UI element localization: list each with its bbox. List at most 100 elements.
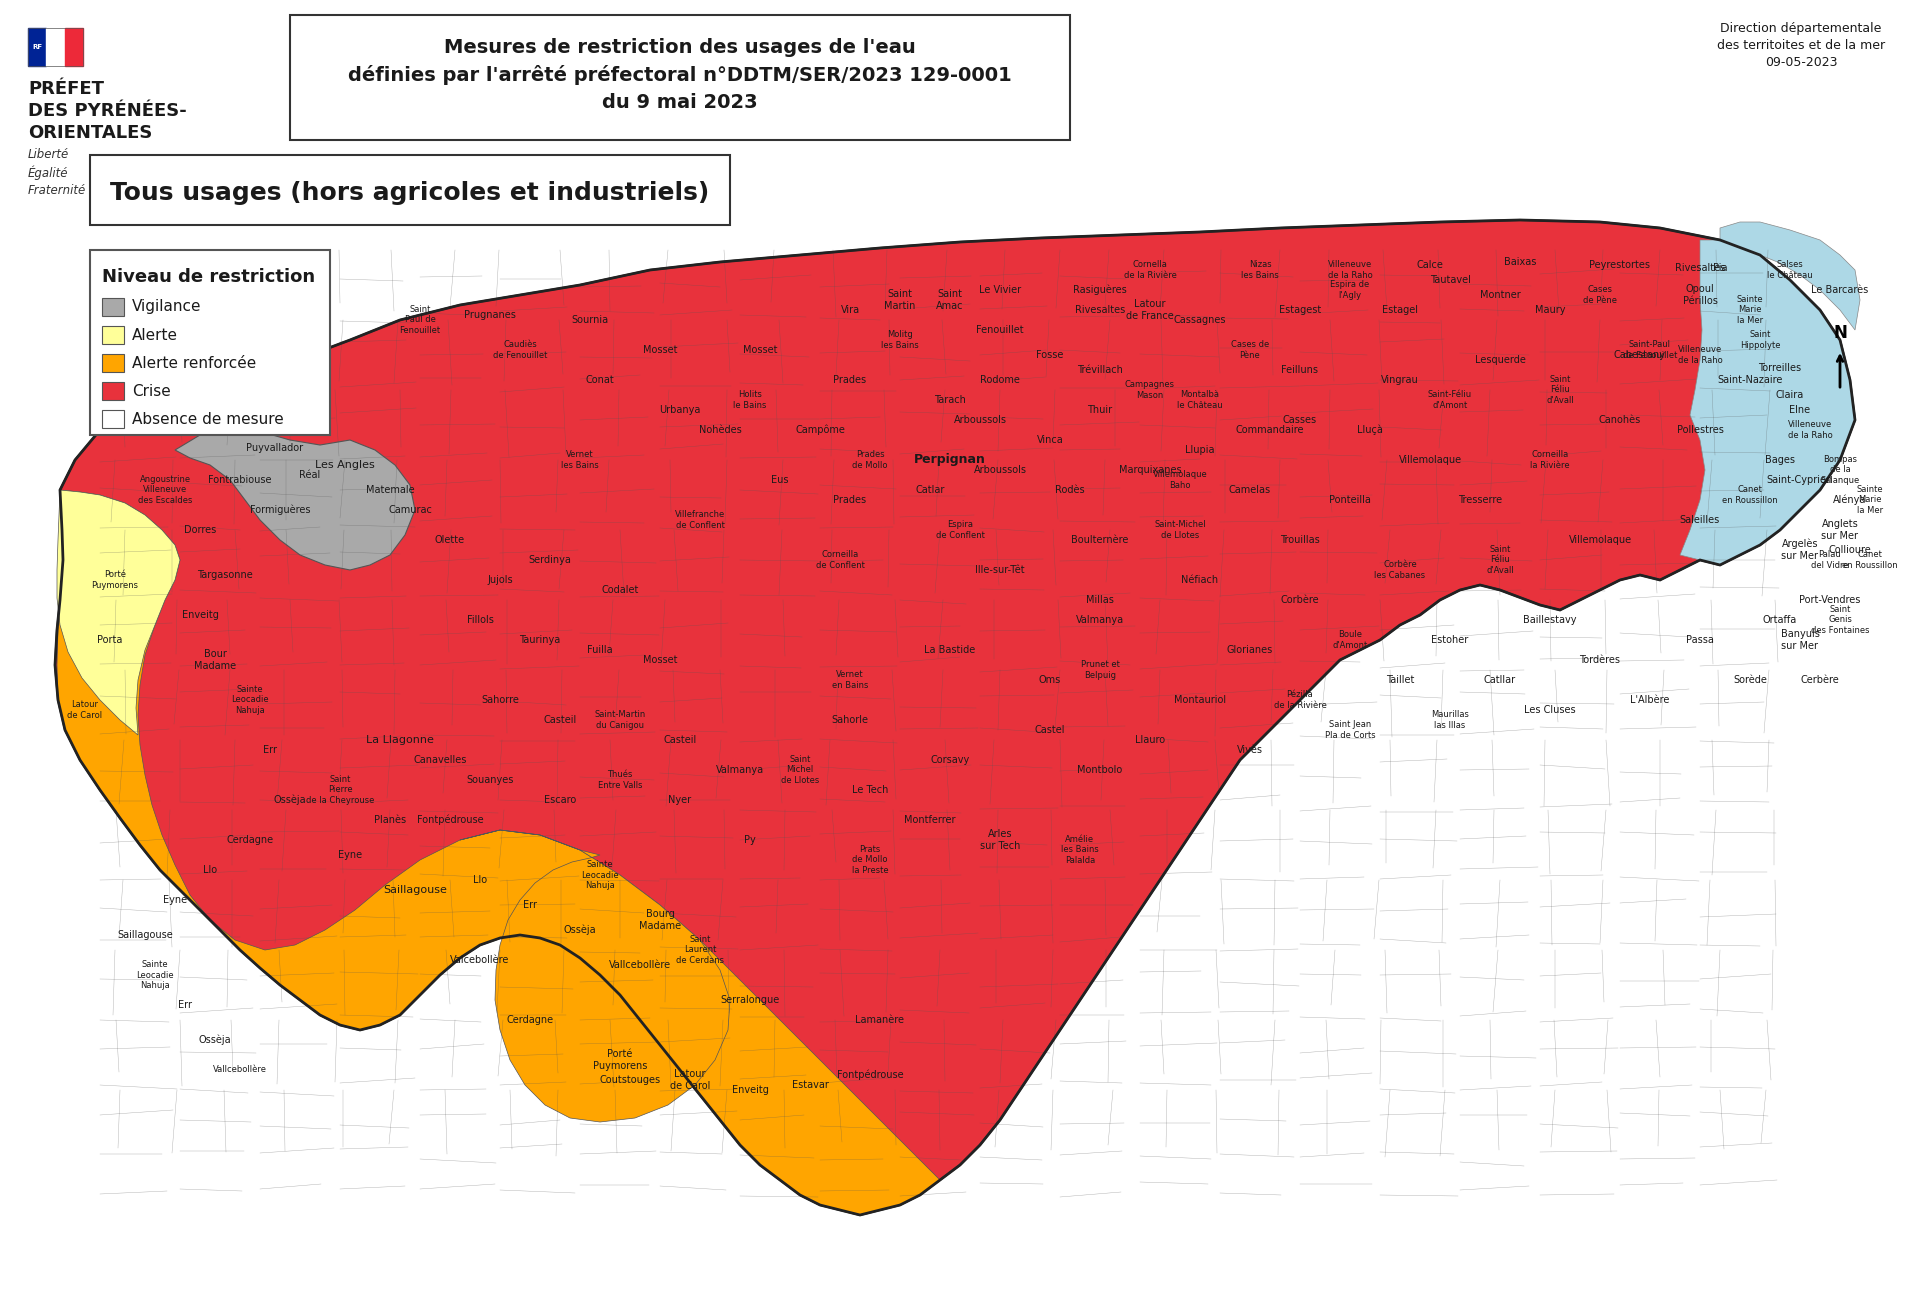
Text: Les Cluses: Les Cluses [1524,706,1575,715]
Text: Villeneuve
de la Raho: Villeneuve de la Raho [1327,261,1373,280]
Text: Saint
Féliu
d'Avall: Saint Féliu d'Avall [1486,546,1514,575]
Text: Porta: Porta [98,635,122,645]
Text: Nizas
les Bains: Nizas les Bains [1241,261,1279,280]
Text: Codalet: Codalet [600,584,639,595]
Text: Lamanère: Lamanère [855,1015,904,1026]
Text: Salses
le Château: Salses le Château [1767,261,1813,280]
Text: Olette: Olette [434,535,465,544]
Text: Saint
Amac: Saint Amac [937,289,964,311]
Text: Latour
de Carol: Latour de Carol [67,700,103,720]
Text: Rodome: Rodome [981,375,1019,384]
Text: Matemale: Matemale [365,485,415,495]
Bar [101,410,124,428]
Text: N: N [1834,324,1847,342]
Text: Planès: Planès [375,815,405,826]
Text: Llauro: Llauro [1136,735,1164,746]
Polygon shape [176,424,415,570]
Text: La Bastide: La Bastide [923,645,975,655]
Text: Villemolaque: Villemolaque [1568,535,1631,544]
Text: Llo: Llo [472,875,488,885]
Text: Palau
del Vidre: Palau del Vidre [1811,551,1849,570]
Text: Prades: Prades [834,495,866,504]
Text: Vallcebollère: Vallcebollère [608,960,671,970]
Text: Casteil: Casteil [543,715,577,725]
Text: Latour
de France: Latour de France [1126,299,1174,321]
Text: Montner: Montner [1480,290,1520,301]
Text: Catlar: Catlar [916,485,945,495]
Bar [101,326,124,344]
Text: Canohès: Canohès [1598,415,1640,424]
Text: Arboussols: Arboussols [954,415,1006,424]
Text: Prugnanes: Prugnanes [465,310,516,320]
Text: Baillestavy: Baillestavy [1524,615,1577,624]
Text: Fosse: Fosse [1036,350,1063,360]
Text: Thués
Entre Valls: Thués Entre Valls [598,770,642,789]
Text: Py: Py [744,835,755,845]
Text: Sainte
Leocadie
Nahuja: Sainte Leocadie Nahuja [136,960,174,989]
Text: Cerbère: Cerbère [1801,675,1839,685]
Text: Err: Err [178,1000,191,1010]
Text: Mesures de restriction des usages de l'eau
définies par l'arrêté préfectoral n°D: Mesures de restriction des usages de l'e… [348,39,1011,112]
Text: Alerte renforcée: Alerte renforcée [132,356,256,370]
Text: Ossèja: Ossèja [273,795,306,805]
Text: Fillols: Fillols [467,615,493,624]
Text: Rivesaltes: Rivesaltes [1675,263,1725,273]
Text: Arboussols: Arboussols [973,464,1027,475]
Text: Saint
Hippolyte: Saint Hippolyte [1740,330,1780,350]
Text: Enveitg: Enveitg [182,610,218,620]
Text: Boule
d'Amont: Boule d'Amont [1333,631,1367,650]
Text: Ille-sur-Têt: Ille-sur-Têt [975,565,1025,575]
Text: Rodès: Rodès [1055,485,1084,495]
Text: Pézilla
de la Rivière: Pézilla de la Rivière [1273,690,1327,710]
Text: Catllar: Catllar [1484,675,1516,685]
Text: Le Tech: Le Tech [853,786,889,795]
Text: Néfiach: Néfiach [1182,575,1218,584]
Text: Nyer: Nyer [669,795,692,805]
Text: Sahorre: Sahorre [482,695,518,706]
Text: Thuir: Thuir [1088,405,1113,415]
Text: Taurinya: Taurinya [520,635,560,645]
Text: Saillagouse: Saillagouse [382,885,447,895]
Text: Direction départementale
des territoites et de la mer
09-05-2023: Direction départementale des territoites… [1717,22,1885,68]
Text: Saint
Michel
de Llotes: Saint Michel de Llotes [780,755,818,784]
Polygon shape [461,829,730,1122]
Text: Glorianes: Glorianes [1228,645,1273,655]
Text: Millas: Millas [1086,595,1115,605]
Text: Saint
Féliu
d'Avall: Saint Féliu d'Avall [1547,375,1574,405]
Text: Prats
de Mollo
la Preste: Prats de Mollo la Preste [851,845,889,875]
FancyBboxPatch shape [90,250,331,435]
Text: Tarach: Tarach [935,395,966,405]
Text: Espira
de Conflent: Espira de Conflent [935,520,985,539]
Text: Pollestres: Pollestres [1677,424,1723,435]
Text: Caudiès
de Fenouillet: Caudiès de Fenouillet [493,341,547,360]
Text: PRÉFET
DES PYRÉNÉES-
ORIENTALES: PRÉFET DES PYRÉNÉES- ORIENTALES [29,80,187,142]
Text: Passa: Passa [1686,635,1713,645]
Text: Saillagouse: Saillagouse [117,930,172,940]
Bar [101,298,124,316]
Text: Cases de
Pène: Cases de Pène [1231,341,1270,360]
Text: Les Angles: Les Angles [315,461,375,470]
Text: Villemolaque: Villemolaque [1398,455,1461,464]
Text: Torreilles: Torreilles [1759,362,1801,373]
Text: Llo: Llo [203,866,218,875]
Text: Valmanya: Valmanya [715,765,765,775]
Text: Vira: Vira [841,304,860,315]
Text: Elne: Elne [1790,405,1811,415]
Text: Mosset: Mosset [642,655,677,666]
Text: Commandaire: Commandaire [1235,424,1304,435]
Text: Sorède: Sorède [1732,675,1767,685]
Text: Baixas: Baixas [1505,257,1535,267]
Text: Souanyes: Souanyes [467,775,514,786]
Text: Peyrestortes: Peyrestortes [1589,261,1650,270]
Text: Corneilla
la Rivière: Corneilla la Rivière [1530,450,1570,470]
Text: Fuilla: Fuilla [587,645,614,655]
Text: Ponteilla: Ponteilla [1329,495,1371,504]
Text: Saint-Féliu
d'Amont: Saint-Féliu d'Amont [1428,391,1472,410]
Text: Castel: Castel [1034,725,1065,735]
Text: Jujols: Jujols [488,575,512,584]
Text: Estagel: Estagel [1382,304,1419,315]
Text: Tordères: Tordères [1579,655,1621,666]
Text: Taillet: Taillet [1386,675,1415,685]
Text: Villemolaque
Baho: Villemolaque Baho [1153,471,1206,490]
Text: Le Vivier: Le Vivier [979,285,1021,295]
